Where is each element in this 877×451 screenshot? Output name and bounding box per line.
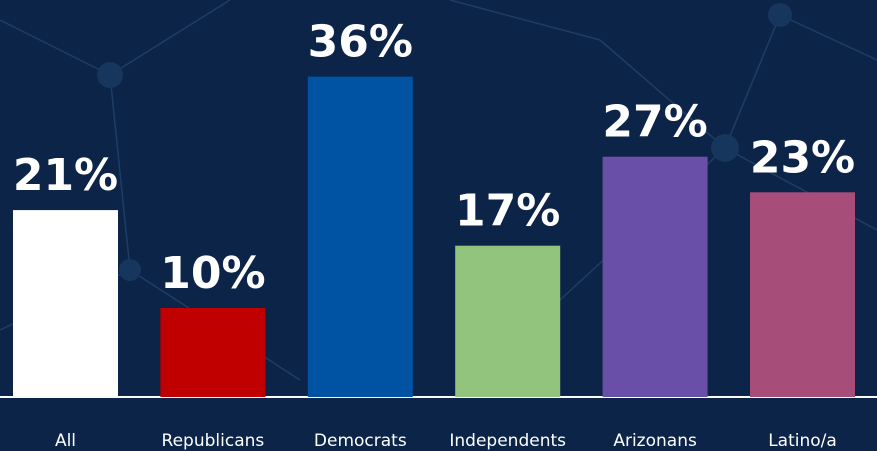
value-label: 17% (455, 186, 560, 237)
x-tick-label: Independents (449, 431, 566, 451)
bar (750, 192, 855, 397)
value-label: 36% (308, 17, 413, 68)
bar (160, 308, 266, 397)
bar (602, 156, 708, 397)
x-tick-label: Democrats (314, 431, 407, 451)
bar (13, 210, 118, 397)
x-tick-label: Latino/a (768, 431, 837, 451)
value-label: 27% (602, 97, 707, 148)
x-tick-label: Arizonans (613, 431, 697, 451)
bar (307, 76, 413, 397)
x-tick-label: Republicans (162, 431, 265, 451)
x-tick-label: All (55, 431, 76, 451)
value-label: 23% (750, 132, 855, 183)
bar (455, 245, 561, 397)
value-label: 21% (13, 150, 118, 201)
value-label: 10% (160, 248, 265, 299)
